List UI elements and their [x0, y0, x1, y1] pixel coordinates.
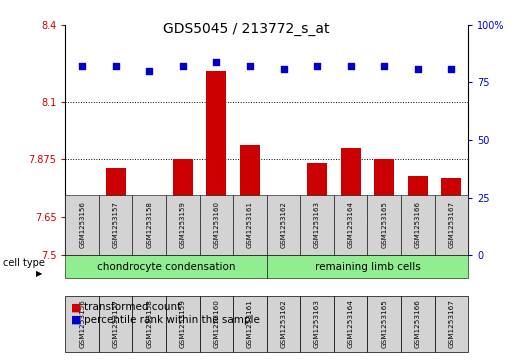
Bar	[139, 215, 160, 255]
Bar	[274, 220, 293, 255]
Point	[246, 64, 254, 69]
Bar	[307, 163, 327, 255]
Text: GSM1253156: GSM1253156	[79, 299, 85, 348]
Text: transformed count: transformed count	[84, 302, 181, 312]
Text: GSM1253164: GSM1253164	[348, 299, 354, 348]
Text: GDS5045 / 213772_s_at: GDS5045 / 213772_s_at	[163, 22, 329, 36]
Text: cell type: cell type	[3, 258, 44, 268]
Text: GSM1253163: GSM1253163	[314, 299, 320, 348]
Point	[447, 66, 456, 72]
Text: GSM1253157: GSM1253157	[113, 299, 119, 348]
Bar	[408, 176, 428, 255]
Text: GSM1253166: GSM1253166	[415, 201, 420, 249]
Bar	[240, 145, 260, 255]
Bar	[206, 71, 226, 255]
Text: ■: ■	[71, 315, 81, 325]
Point	[414, 66, 422, 72]
Text: chondrocyte condensation: chondrocyte condensation	[97, 261, 235, 272]
Text: GSM1253166: GSM1253166	[415, 299, 420, 348]
Bar	[374, 159, 394, 255]
Point	[111, 64, 120, 69]
Point	[380, 64, 389, 69]
Bar	[340, 148, 361, 255]
Text: GSM1253163: GSM1253163	[314, 201, 320, 249]
Text: GSM1253158: GSM1253158	[146, 201, 152, 248]
Text: GSM1253161: GSM1253161	[247, 299, 253, 348]
Text: GSM1253167: GSM1253167	[448, 299, 454, 348]
Text: GSM1253160: GSM1253160	[213, 299, 219, 348]
Text: GSM1253159: GSM1253159	[180, 201, 186, 248]
Text: remaining limb cells: remaining limb cells	[314, 261, 420, 272]
Point	[212, 59, 221, 65]
Text: GSM1253164: GSM1253164	[348, 201, 354, 248]
Text: GSM1253157: GSM1253157	[113, 201, 119, 248]
Bar	[441, 178, 461, 255]
Text: percentile rank within the sample: percentile rank within the sample	[84, 315, 259, 325]
Point	[346, 64, 355, 69]
Bar	[106, 168, 126, 255]
Text: GSM1253156: GSM1253156	[79, 201, 85, 248]
Text: GSM1253165: GSM1253165	[381, 201, 387, 248]
Text: GSM1253162: GSM1253162	[280, 299, 287, 348]
Point	[279, 66, 288, 72]
Text: GSM1253158: GSM1253158	[146, 299, 152, 348]
Text: GSM1253161: GSM1253161	[247, 201, 253, 249]
Text: GSM1253159: GSM1253159	[180, 299, 186, 348]
Text: ▶: ▶	[36, 269, 42, 278]
Point	[313, 64, 321, 69]
Text: GSM1253160: GSM1253160	[213, 201, 219, 249]
Bar	[72, 215, 92, 255]
Text: GSM1253165: GSM1253165	[381, 299, 387, 348]
Text: GSM1253162: GSM1253162	[280, 201, 287, 248]
Point	[145, 68, 153, 74]
Text: GSM1253167: GSM1253167	[448, 201, 454, 249]
Point	[179, 64, 187, 69]
Bar	[173, 159, 193, 255]
Point	[78, 64, 86, 69]
Text: ■: ■	[71, 302, 81, 312]
